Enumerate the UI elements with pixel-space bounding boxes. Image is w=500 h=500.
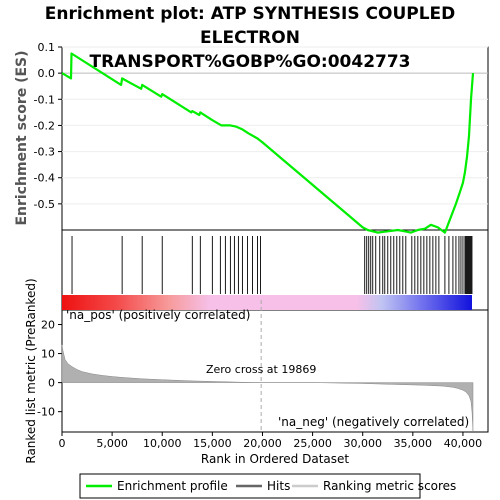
chart-title-line1: Enrichment plot: ATP SYNTHESIS COUPLED E… [44,4,456,48]
x-tick-label: 10,000 [143,437,182,450]
es-y-tick-label: -0.3 [34,146,55,159]
es-gridlines [62,46,488,205]
es-y-tick-label: 0.0 [38,67,56,80]
x-tick-label: 30,000 [343,437,382,450]
es-y-tick-label: -0.1 [34,93,55,106]
legend-metric-label: Ranking metric scores [323,479,456,493]
metric-y-axis: 20 10 0 -10 [37,319,62,419]
zero-cross-label: Zero cross at 19869 [206,363,316,376]
metric-y-tick-label: 10 [41,348,55,361]
metric-y-tick-label: 20 [41,319,55,332]
es-y-axis: 0.1 0.0 -0.1 -0.2 -0.3 -0.4 -0.5 [34,41,62,211]
positive-correlation-label: 'na_pos' (positively correlated) [66,308,250,322]
x-tick-label: 20,000 [243,437,282,450]
x-tick-label: 40,000 [444,437,483,450]
x-tick-label: 35,000 [394,437,433,450]
ranking-metric-area [61,344,474,433]
es-y-tick-label: -0.2 [34,119,55,132]
es-y-tick-label: -0.5 [34,198,55,211]
es-y-axis-label: Enrichment score (ES) [14,50,30,225]
x-tick-label: 0 [59,437,66,450]
chart-title: Enrichment plot: ATP SYNTHESIS COUPLED E… [0,2,500,74]
chart-title-line2: TRANSPORT%GOBP%GO:0042773 [89,52,411,72]
negative-correlation-label: 'na_neg' (negatively correlated) [278,415,469,429]
hit-markers [71,236,473,294]
metric-y-tick-label: 0 [48,377,55,390]
x-tick-label: 5,000 [96,437,128,450]
es-y-tick-label: -0.4 [34,172,55,185]
es-y-tick-label: 0.1 [38,41,56,54]
metric-y-tick-label: -10 [37,406,55,419]
x-axis: 0 5,000 10,000 15,000 20,000 25,000 30,000 35,0… [59,432,483,450]
x-tick-label: 25,000 [293,437,332,450]
legend-hits-label: Hits [267,479,290,493]
legend-enrichment-label: Enrichment profile [117,479,228,493]
x-axis-label: Rank in Ordered Dataset [201,452,349,466]
es-panel-frame [61,46,489,231]
x-tick-label: 15,000 [193,437,232,450]
ranking-color-bar [62,295,472,310]
enrichment-profile-line [61,52,475,234]
metric-y-axis-label: Ranked list metric (PreRanked) [24,278,38,463]
